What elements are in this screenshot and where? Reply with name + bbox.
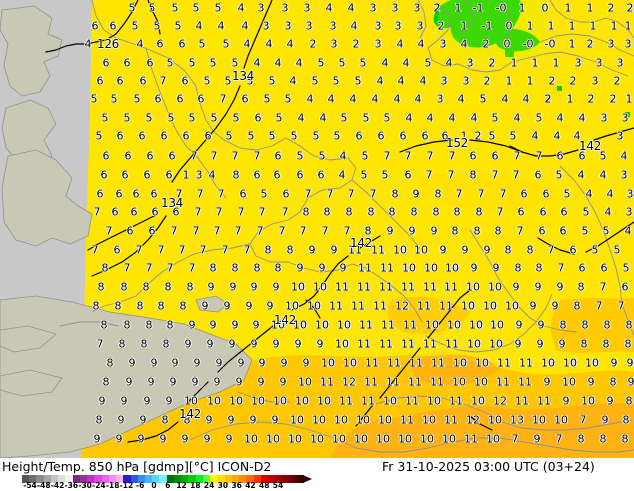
- colorbar-tick-label: -54: [23, 482, 37, 490]
- colorbar-tick-label: -6: [136, 482, 144, 490]
- colorbar-tick-label: 30: [218, 482, 228, 490]
- colorbar-tick-label: 36: [231, 482, 241, 490]
- colorbar-tick-label: 48: [259, 482, 269, 490]
- colorbar-tick-label: -18: [106, 482, 120, 490]
- colorbar-tick-label: 12: [176, 482, 186, 490]
- colorbar-tick-label: 42: [245, 482, 255, 490]
- colorbar-tick-label: -36: [65, 482, 79, 490]
- geopotential-contour-layer: [0, 0, 634, 458]
- colorbar-tick-label: 54: [273, 482, 283, 490]
- colorbar-tick-label: 24: [204, 482, 214, 490]
- page-title: Height/Temp. 850 hPa [gdmp][°C] ICON-D2: [2, 459, 271, 474]
- colorbar-tick-label: 18: [190, 482, 200, 490]
- colorbar-tick-label: 6: [165, 482, 170, 490]
- model-run-timestamp: Fr 31-10-2025 03:00 UTC (03+24): [382, 459, 595, 474]
- colorbar-tick-label: -48: [37, 482, 51, 490]
- colorbar-tick-label: -12: [120, 482, 134, 490]
- map-footer: Height/Temp. 850 hPa [gdmp][°C] ICON-D2 …: [0, 458, 634, 490]
- colorbar-tick-label: 0: [151, 482, 156, 490]
- colorbar-tick-label: -30: [78, 482, 92, 490]
- colorbar-tick-label: -42: [51, 482, 65, 490]
- colorbar-tick-label: -24: [92, 482, 106, 490]
